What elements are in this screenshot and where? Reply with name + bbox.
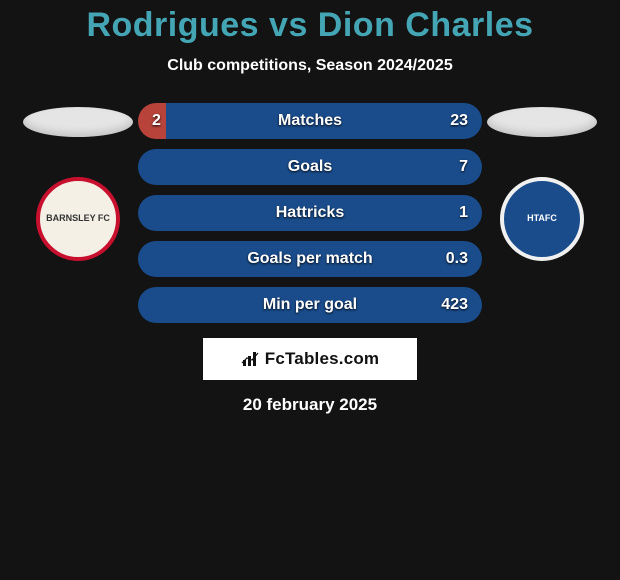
stat-bar-right	[138, 241, 482, 277]
comparison-widget: Rodrigues vs Dion Charles Club competiti…	[0, 0, 620, 415]
stat-bar-right	[138, 195, 482, 231]
stat-value-right: 0.3	[436, 250, 468, 268]
stat-bar-right	[138, 149, 482, 185]
stats-column: 2Matches23 Goals7 Hattricks1 Goals per matc…	[138, 103, 482, 323]
right-column: HTAFC	[482, 103, 602, 261]
bar-chart-icon	[241, 350, 261, 368]
stat-bar-right	[166, 103, 482, 139]
crest-label: HTAFC	[527, 214, 557, 224]
player-silhouette-right	[487, 107, 597, 137]
left-column: BARNSLEY FC	[18, 103, 138, 261]
stat-bar-right	[138, 287, 482, 323]
stat-value-left: 2	[152, 112, 184, 130]
stat-value-right: 1	[436, 204, 468, 222]
stat-row: Min per goal423	[138, 287, 482, 323]
source-text: FcTables.com	[265, 349, 380, 369]
player-silhouette-left	[23, 107, 133, 137]
team-crest-left[interactable]: BARNSLEY FC	[36, 177, 120, 261]
crest-label: BARNSLEY FC	[46, 214, 110, 224]
date-text: 20 february 2025	[0, 395, 620, 415]
stat-value-right: 23	[436, 112, 468, 130]
stat-row: 2Matches23	[138, 103, 482, 139]
stat-row: Goals per match0.3	[138, 241, 482, 277]
stat-value-right: 423	[436, 296, 468, 314]
stat-value-right: 7	[436, 158, 468, 176]
main-row: BARNSLEY FC 2Matches23 Goals7 Hattricks1 Go…	[0, 103, 620, 323]
page-title: Rodrigues vs Dion Charles	[0, 6, 620, 45]
subtitle: Club competitions, Season 2024/2025	[0, 57, 620, 75]
team-crest-right[interactable]: HTAFC	[500, 177, 584, 261]
stat-row: Hattricks1	[138, 195, 482, 231]
stat-row: Goals7	[138, 149, 482, 185]
source-link[interactable]: FcTables.com	[202, 337, 418, 381]
